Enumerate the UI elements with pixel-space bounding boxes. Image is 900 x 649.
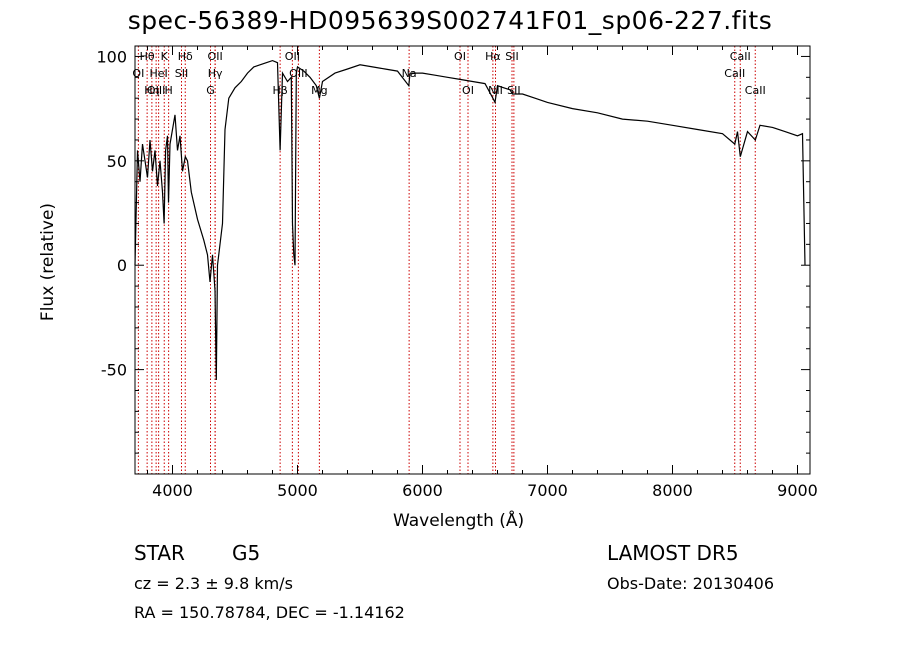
plot-frame: [134, 45, 811, 475]
line-marker-label: SII: [175, 67, 188, 80]
line-marker-label: OI: [462, 84, 474, 97]
survey-name: LAMOST DR5: [607, 541, 739, 565]
x-tick-label: 5000: [277, 481, 318, 500]
line-markers: [137, 46, 756, 474]
spectrum-series: [134, 59, 806, 381]
line-marker-label: OII: [208, 50, 223, 63]
x-tick-label: 7000: [527, 481, 568, 500]
line-marker-label: G: [206, 84, 215, 97]
line-marker-label: CaII: [724, 67, 745, 80]
ra-dec: RA = 150.78784, DEC = -1.14162: [134, 603, 405, 622]
line-marker-label: OII: [285, 50, 300, 63]
y-axis-label: Flux (relative): [38, 202, 58, 322]
line-marker-label: Hδ: [178, 50, 193, 63]
line-marker-label: Hη: [144, 84, 159, 97]
x-axis-label: Wavelength (Å): [393, 511, 525, 531]
chart-title: spec-56389-HD095639S002741F01_sp06-227.f…: [127, 6, 773, 35]
line-marker-label: NII: [488, 84, 503, 97]
line-marker-label: SII: [507, 84, 520, 97]
line-marker-label: OIII: [289, 67, 307, 80]
observation-date: Obs-Date: 20130406: [607, 574, 775, 593]
y-tick-label: -50: [101, 361, 127, 380]
line-marker-label: OIII: [147, 84, 165, 97]
x-tick-label: 6000: [402, 481, 443, 500]
line-marker-labels: Hθ K Hδ OII OII OI Hα SII CaII OI HeI SII Hγ OIII Na Ca…: [132, 50, 765, 97]
y-tick-label: 100: [96, 47, 127, 66]
line-marker-label: OI: [132, 67, 144, 80]
object-subclass: G5: [232, 541, 261, 565]
x-tick-label: 8000: [652, 481, 693, 500]
y-tick-label: 50: [107, 152, 127, 171]
line-marker-label: OI: [454, 50, 466, 63]
axis-ticks: 4000 5000 6000 7000 8000 9000 -50 0 50 100: [96, 46, 818, 500]
line-marker-label: Hθ: [140, 50, 155, 63]
line-marker-label: Mg: [311, 84, 327, 97]
line-marker-label: Na: [402, 67, 417, 80]
redshift-cz: cz = 2.3 ± 9.8 km/s: [134, 574, 293, 593]
object-class: STAR: [134, 541, 185, 565]
spectrum-line-0: [134, 59, 806, 381]
line-marker-label: H: [164, 84, 172, 97]
x-tick-label: 4000: [152, 481, 193, 500]
x-tick-label: 9000: [777, 481, 818, 500]
line-marker-label: CaII: [745, 84, 766, 97]
line-marker-label: Hβ: [272, 84, 287, 97]
line-marker-label: Hα: [485, 50, 501, 63]
line-marker-label: HeI: [149, 67, 167, 80]
line-marker-label: CaII: [730, 50, 751, 63]
line-marker-label: Hγ: [208, 67, 223, 80]
line-marker-label: SII: [505, 50, 518, 63]
y-tick-label: 0: [117, 256, 127, 275]
line-marker-label: K: [161, 50, 169, 63]
